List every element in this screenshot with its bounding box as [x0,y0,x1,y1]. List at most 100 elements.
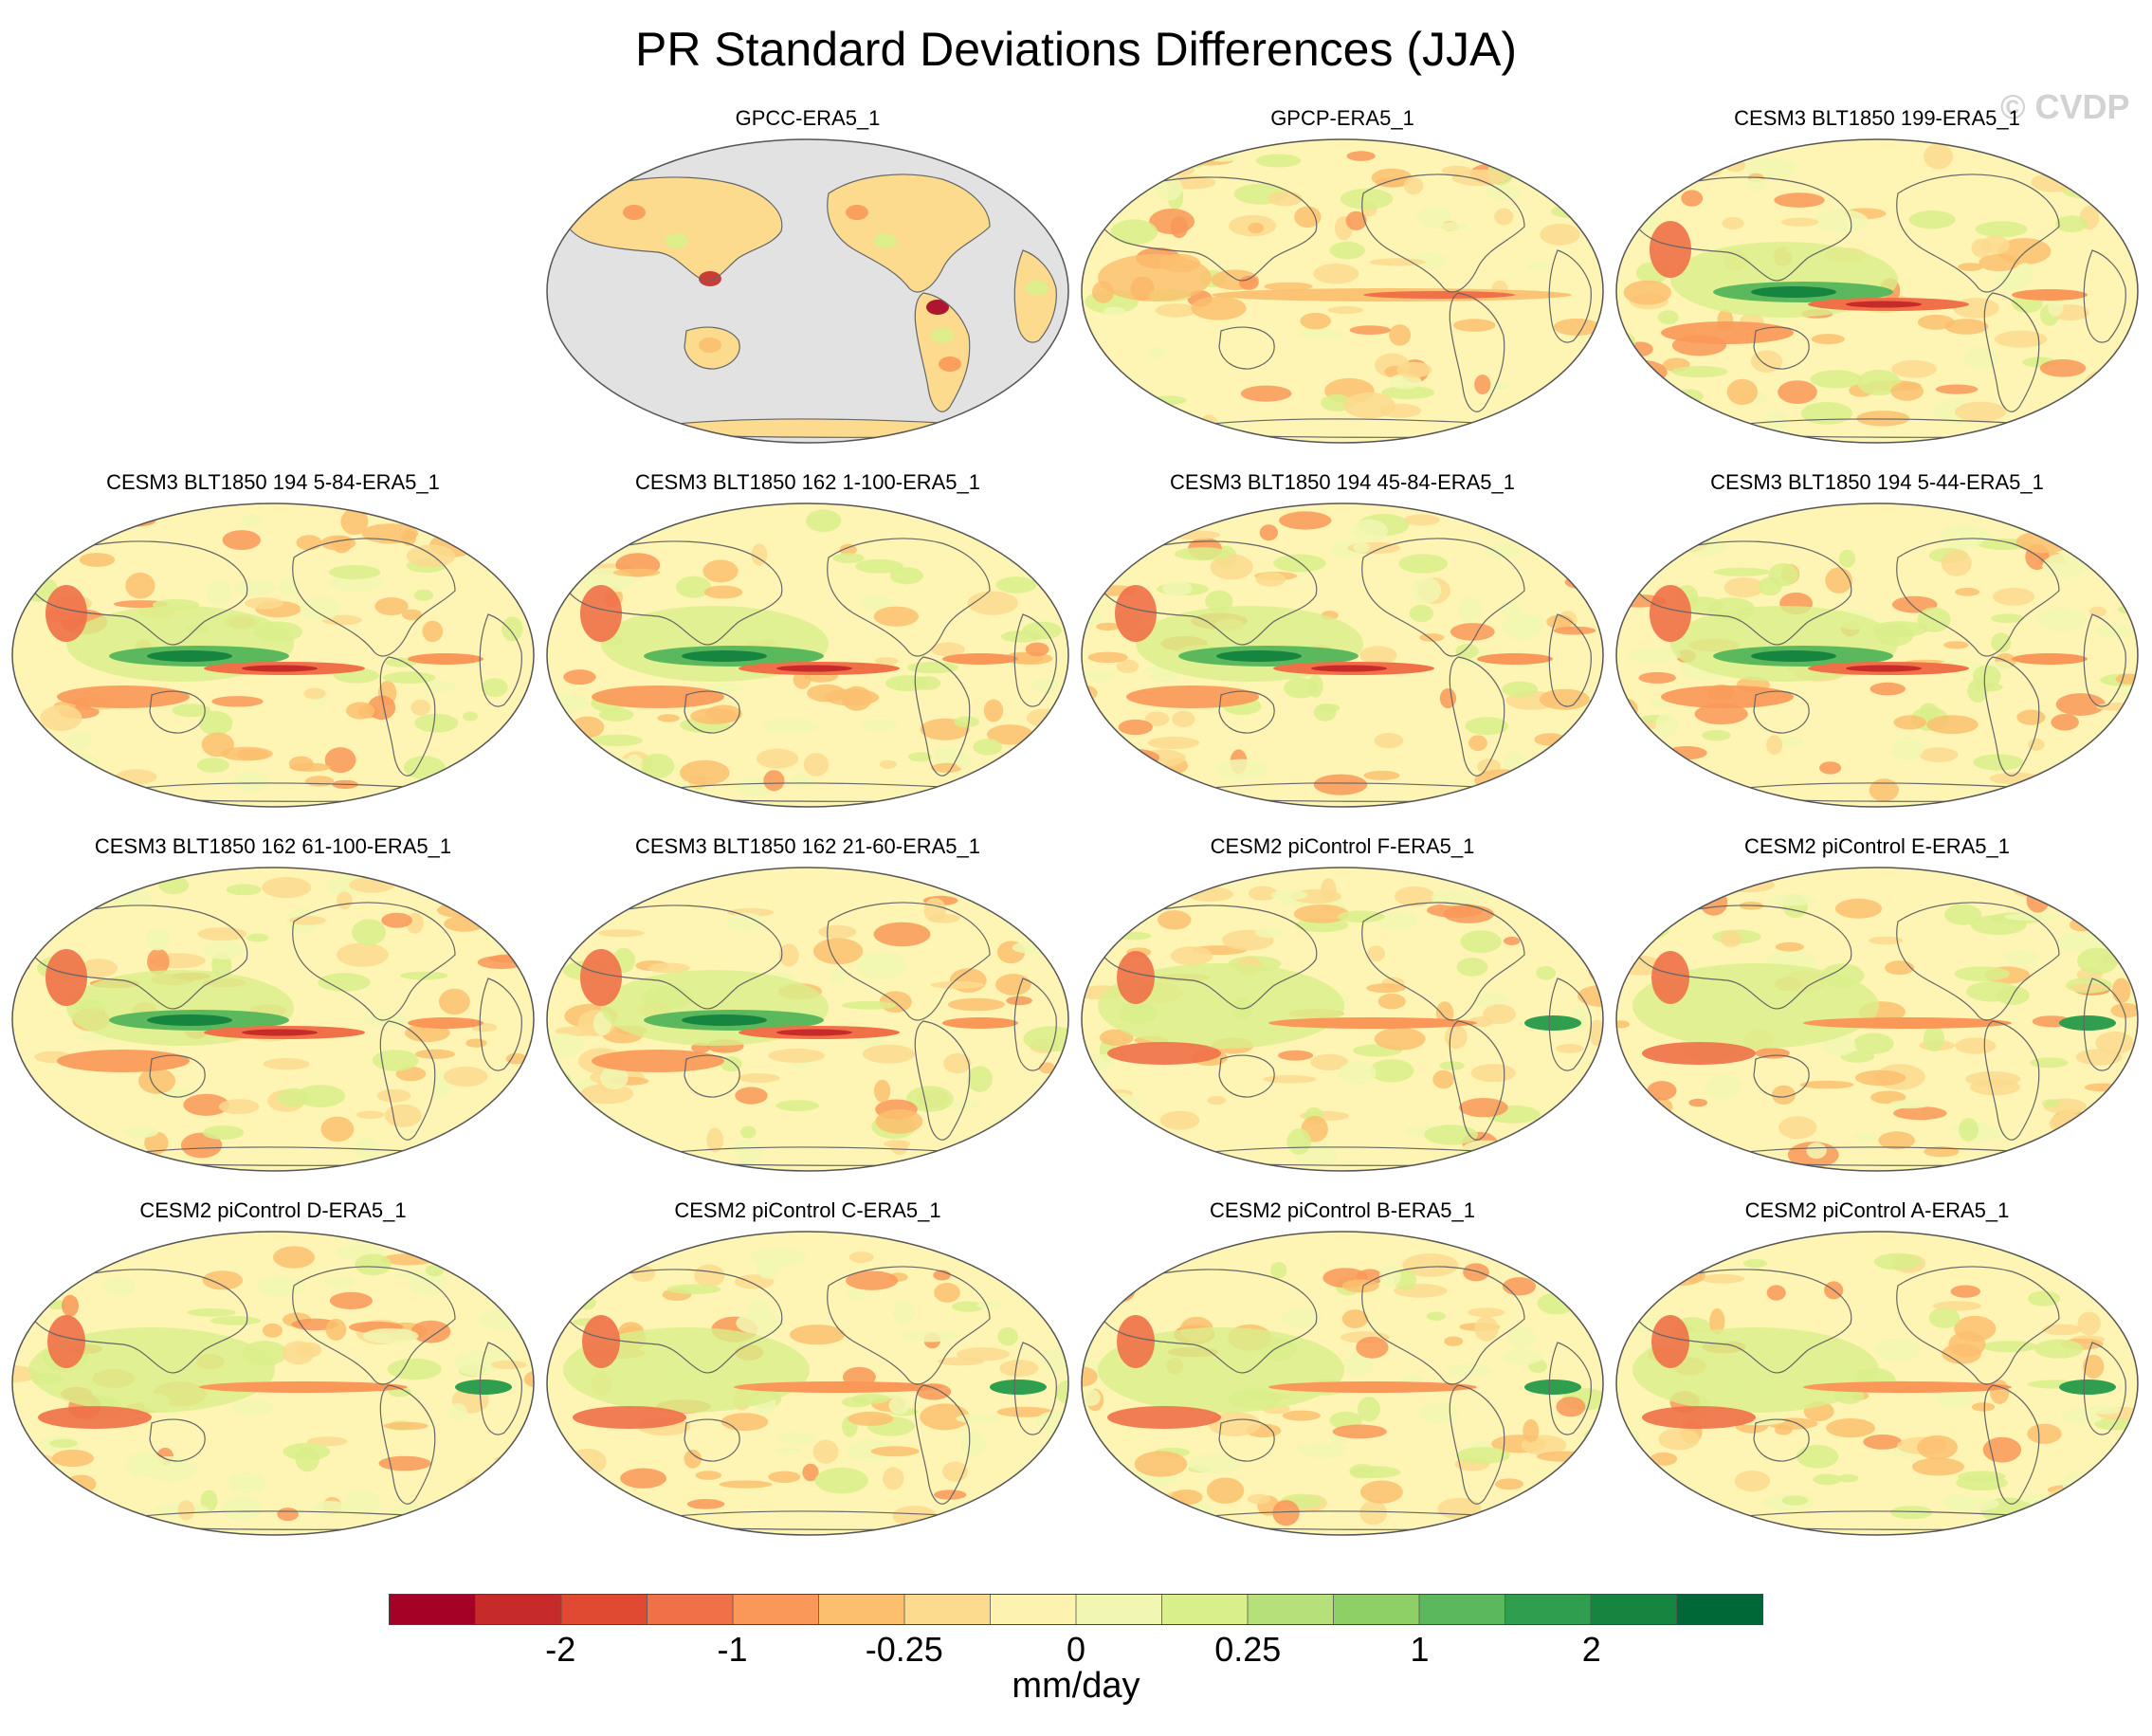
panel-title: CESM2 piControl D-ERA5_1 [139,1198,407,1222]
anomaly-patch [873,606,919,627]
anomaly-patch [1082,1299,1101,1311]
anomaly-patch [1671,365,1728,378]
anomaly-patch [1396,361,1432,378]
anomaly-patch [79,553,116,567]
anomaly-patch [641,753,675,778]
anomaly-patch [1536,965,1557,980]
anomaly-patch [1666,746,1707,760]
map-panel-cesm3-blt1850-194-5-84-era5-1: CESM3 BLT1850 194 5-84-ERA5_1 [9,470,537,810]
coastline [149,1418,206,1462]
anomaly-patch [1778,380,1817,404]
anomaly-patch [1106,1277,1136,1303]
anomaly-patch [49,1438,78,1448]
colorbar-swatch [1333,1595,1420,1624]
equatorial-band-dry-core [1846,665,1922,672]
anomaly-patch [1950,1285,1980,1298]
colorbar-swatch [561,1595,647,1624]
anomaly-patch [1374,733,1404,749]
anomaly-patch [931,762,962,773]
anomaly-patch [481,678,508,697]
anomaly-patch [939,356,961,372]
anomaly-patch [211,696,264,707]
coastline [1449,1020,1505,1141]
anomaly-patch [2077,1311,2101,1336]
anomaly-patch [31,1123,49,1146]
anomaly-patch [1958,263,1983,271]
anomaly-patch [1857,369,1901,396]
anomaly-patch [296,1085,346,1107]
anomaly-patch [305,776,335,787]
south-indian-band [592,685,724,708]
anomaly-patch [1100,1092,1140,1119]
anomaly-patch [2030,1057,2069,1069]
coastline [561,1269,783,1374]
anomaly-patch [226,884,262,896]
coastline [1631,540,1852,646]
anomaly-patch [1854,1069,1906,1087]
anomaly-patch [1935,384,1979,394]
anomaly-patch [1890,381,1924,401]
atlantic-band-wet [990,1380,1047,1395]
anomaly-patch [2081,392,2125,405]
monsoon-patch [46,585,87,642]
south-indian-band [592,1050,724,1072]
anomaly-patch [1956,1474,2008,1491]
anomaly-patch [2106,1465,2125,1487]
anomaly-patch [1981,1341,2038,1353]
anomaly-patch [1389,324,1412,346]
map-border [1615,867,2139,1172]
anomaly-patch [511,891,534,908]
anomaly-patch [1722,217,1744,229]
anomaly-patch [1566,143,1583,169]
anomaly-patch [1001,1238,1050,1265]
anomaly-patch [2111,978,2131,1004]
anomaly-patch [1621,748,1658,764]
equatorial-band-dry [1268,1017,1477,1029]
anomaly-patch [1263,1075,1317,1084]
coastline [684,690,740,734]
coastline [292,538,456,657]
anomaly-patch [1750,350,1783,373]
anomaly-patch [65,1474,97,1494]
anomaly-patch [1115,768,1132,781]
anomaly-patch [1432,1069,1454,1089]
anomaly-patch [340,508,369,536]
anomaly-patch [220,1495,263,1521]
anomaly-patch [1026,281,1049,296]
anomaly-patch [1874,1252,1922,1270]
anomaly-patch [1943,1496,1999,1511]
anomaly-patch [1917,1434,1958,1460]
anomaly-patch [883,1140,911,1148]
anomaly-patch [841,685,872,711]
coastline [479,613,522,707]
anomaly-patch [580,1084,634,1105]
anomaly-patch [1170,1489,1203,1506]
anomaly-patch [1172,710,1195,727]
anomaly-patch [2100,1291,2120,1312]
anomaly-patch [814,1467,868,1494]
anomaly-patch [1616,1493,1639,1516]
anomaly-patch [12,728,43,738]
anomaly-patch [1650,1136,1691,1154]
warm-pool-band [1632,1327,1879,1413]
colorbar-swatch [647,1595,734,1624]
coastline [1548,978,1592,1071]
anomaly-patch [1825,567,1852,594]
coastline [1896,538,2060,657]
figure-title: PR Standard Deviations Differences (JJA) [634,23,1518,76]
map-panel-cesm3-blt1850-162-61-100-era5-1: CESM3 BLT1850 162 61-100-ERA5_1 [9,834,537,1174]
anomaly-patch [1030,1485,1048,1496]
anomaly-patch [1523,1418,1540,1443]
anomaly-patch [1658,1428,1700,1451]
anomaly-patch [1359,646,1397,665]
anomaly-patch [1655,713,1679,737]
anomaly-patch [1955,401,2007,422]
anomaly-patch [2077,947,2118,975]
anomaly-patch [1502,681,1539,698]
anomaly-patch [1455,644,1479,659]
anomaly-patch [2028,738,2045,751]
anomaly-patch [855,558,903,574]
anomaly-patch [790,1325,846,1345]
anomaly-patch [1955,587,1980,596]
coastline [292,1266,456,1385]
